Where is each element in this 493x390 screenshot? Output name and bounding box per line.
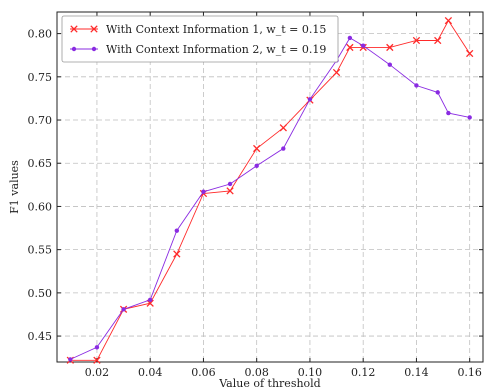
y-axis-label: F1 values bbox=[8, 160, 21, 214]
grid-lines bbox=[57, 12, 483, 362]
x-tick-label: 0.02 bbox=[85, 366, 110, 379]
data-point-dot bbox=[435, 90, 440, 95]
legend: With Context Information 1, w_t = 0.15 W… bbox=[61, 15, 339, 63]
legend-marker-dot bbox=[71, 46, 97, 52]
legend-marker-x bbox=[70, 25, 98, 33]
data-point-dot bbox=[467, 115, 472, 120]
legend-label-context-1: With Context Information 1, w_t = 0.15 bbox=[106, 23, 326, 36]
y-tick-label: 0.45 bbox=[28, 330, 53, 343]
y-tick-label: 0.70 bbox=[28, 114, 53, 127]
data-point-x bbox=[279, 124, 287, 132]
y-tick-label: 0.80 bbox=[28, 28, 53, 41]
data-point-dot bbox=[147, 297, 153, 302]
data-point-x bbox=[332, 68, 341, 77]
y-tick-label: 0.50 bbox=[28, 287, 53, 300]
data-point-dot bbox=[281, 146, 286, 151]
y-tick-label: 0.55 bbox=[28, 244, 53, 257]
legend-box bbox=[61, 15, 339, 63]
x-tick-label: 0.16 bbox=[457, 366, 482, 379]
x-tick-label: 0.12 bbox=[351, 366, 376, 379]
legend-dot-glyph bbox=[71, 46, 77, 52]
data-point-x bbox=[412, 36, 421, 45]
data-point-x bbox=[253, 144, 261, 153]
legend-x-glyph bbox=[90, 25, 98, 33]
legend-entry-context-2: With Context Information 2, w_t = 0.19 bbox=[70, 43, 326, 56]
series-1 bbox=[66, 16, 474, 364]
data-point-x bbox=[386, 43, 394, 52]
legend-label-context-2: With Context Information 2, w_t = 0.19 bbox=[106, 43, 326, 56]
data-point-x bbox=[434, 36, 442, 45]
x-tick-label: 0.14 bbox=[404, 366, 429, 379]
x-tick-label: 0.06 bbox=[191, 366, 216, 379]
series-line-2 bbox=[70, 37, 470, 360]
legend-entry-context-1: With Context Information 1, w_t = 0.15 bbox=[70, 23, 326, 36]
data-point-dot bbox=[94, 345, 100, 350]
data-point-x bbox=[173, 250, 181, 258]
data-point-x bbox=[444, 16, 453, 25]
data-point-dot bbox=[446, 110, 451, 116]
series-line-1 bbox=[70, 19, 471, 361]
data-point-x bbox=[226, 187, 234, 195]
data-point-dot bbox=[307, 97, 313, 102]
data-point-x bbox=[146, 299, 154, 307]
data-point-x bbox=[466, 49, 474, 58]
y-tick-label: 0.65 bbox=[28, 157, 53, 170]
data-point-dot bbox=[68, 357, 73, 362]
plot-frame bbox=[56, 11, 484, 363]
x-tick-label: 0.08 bbox=[244, 366, 269, 379]
data-point-dot bbox=[254, 163, 259, 169]
data-point-dot bbox=[201, 189, 206, 194]
x-axis-label: Value of threshold bbox=[218, 377, 320, 390]
data-point-x bbox=[346, 43, 354, 52]
axis-ticks: 0.02 0.04 0.06 0.08 0.10 0.12 0.14 0.16 0.45 0.50… bbox=[28, 12, 483, 379]
series-2 bbox=[68, 35, 472, 362]
series-layer bbox=[66, 16, 474, 364]
x-tick-label: 0.10 bbox=[298, 366, 323, 379]
data-point-dot bbox=[414, 83, 419, 88]
data-point-dot bbox=[360, 43, 366, 48]
data-point-x bbox=[93, 356, 101, 364]
legend-x-glyph bbox=[70, 25, 78, 33]
data-point-dot bbox=[347, 35, 353, 41]
data-point-dot bbox=[174, 228, 180, 233]
legend-dot-glyph bbox=[91, 46, 97, 52]
data-point-dot bbox=[227, 181, 233, 187]
data-point-dot bbox=[121, 307, 126, 312]
x-tick-label: 0.04 bbox=[138, 366, 163, 379]
y-tick-label: 0.60 bbox=[28, 200, 53, 213]
data-point-dot bbox=[387, 62, 393, 67]
y-tick-label: 0.75 bbox=[28, 71, 53, 84]
